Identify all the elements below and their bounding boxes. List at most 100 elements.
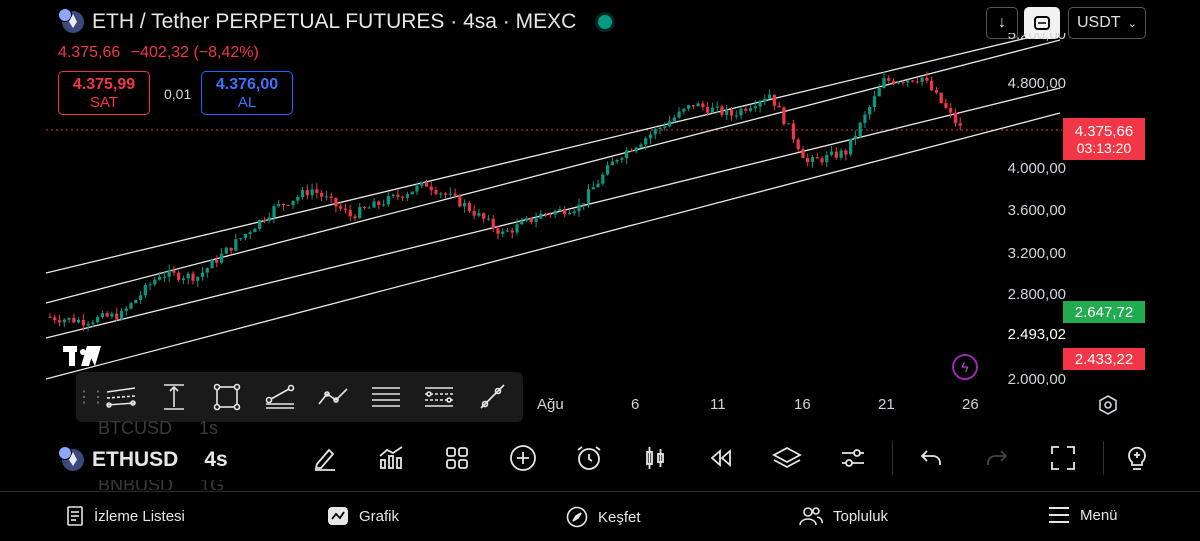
fullscreen-button[interactable] bbox=[1043, 438, 1083, 478]
candle-body bbox=[162, 276, 166, 278]
candle-body bbox=[339, 206, 343, 209]
chevron-down-icon: ⌄ bbox=[1127, 17, 1137, 30]
symbol-picker-prev[interactable]: BTCUSD 1s bbox=[98, 418, 218, 439]
lightning-button[interactable]: ϟ bbox=[952, 354, 978, 380]
price-chart[interactable] bbox=[0, 0, 1200, 425]
candle-body bbox=[505, 230, 510, 232]
candle-body bbox=[410, 191, 414, 195]
bottom-toolbar: BTCUSD 1s ETHUSD 4s BNBUSD 1G bbox=[0, 418, 1200, 490]
undo-icon bbox=[920, 450, 941, 465]
symbol-header[interactable]: ETH / Tether PERPETUAL FUTURES · 4sa · M… bbox=[58, 8, 613, 34]
parallel-channel-tool[interactable] bbox=[94, 372, 147, 422]
candle-body bbox=[491, 218, 495, 229]
chart-settings-button[interactable] bbox=[1097, 394, 1119, 416]
symbol-selector[interactable]: ETHUSD 4s bbox=[58, 446, 228, 472]
candle-body bbox=[777, 105, 781, 108]
prev-interval: 1s bbox=[199, 418, 219, 438]
objects-button[interactable] bbox=[767, 438, 807, 478]
chart-icon bbox=[328, 507, 348, 525]
candle-body bbox=[801, 149, 805, 158]
nav-explore[interactable]: Keşfet bbox=[566, 506, 641, 528]
candle-body bbox=[138, 295, 143, 300]
nav-chart[interactable]: Grafik bbox=[327, 506, 399, 526]
replay-button[interactable] bbox=[701, 438, 741, 478]
candle-body bbox=[396, 194, 400, 197]
fit-screen-button[interactable] bbox=[1024, 7, 1060, 39]
x-tick: 26 bbox=[962, 396, 979, 413]
candle-body bbox=[677, 111, 681, 118]
candle-body bbox=[191, 273, 195, 281]
candle-body bbox=[105, 313, 109, 317]
tradingview-logo bbox=[63, 344, 105, 375]
candle-body bbox=[682, 108, 686, 112]
list-icon bbox=[67, 506, 83, 526]
layouts-button[interactable] bbox=[437, 438, 477, 478]
channel-line-1 bbox=[45, 29, 1061, 274]
rewind-icon bbox=[710, 449, 731, 467]
candle-body bbox=[725, 109, 729, 115]
candle-body bbox=[825, 154, 829, 163]
download-button[interactable]: ↓ bbox=[986, 7, 1018, 39]
price-change: −402,32 (−8,42%) bbox=[130, 44, 259, 61]
y-tick: 2.000,00 bbox=[1007, 371, 1066, 385]
candle-body bbox=[720, 106, 724, 115]
parallel-channel-icon bbox=[105, 387, 136, 408]
interval-value[interactable]: 4s bbox=[204, 448, 228, 471]
drag-handle-icon[interactable]: ⋮⋮ bbox=[76, 389, 106, 406]
candle-body bbox=[849, 138, 853, 155]
candle-body bbox=[567, 213, 572, 215]
vertical-line-tool[interactable] bbox=[147, 372, 200, 422]
candle-body bbox=[815, 157, 819, 159]
nav-explore-label: Keşfet bbox=[598, 508, 641, 526]
fib-retracement-tool[interactable] bbox=[253, 372, 306, 422]
sliders-icon bbox=[842, 449, 864, 467]
symbol-picker-next[interactable]: BNBUSD 1G bbox=[98, 480, 224, 490]
candle-body bbox=[381, 204, 386, 206]
bar-chart-icon bbox=[379, 446, 403, 469]
candle-body bbox=[620, 158, 624, 160]
candle-body bbox=[377, 201, 381, 205]
candle-body bbox=[200, 272, 205, 277]
chart-type-button[interactable] bbox=[635, 438, 675, 478]
candle-body bbox=[615, 159, 619, 162]
candle-body bbox=[415, 185, 419, 192]
candle-body bbox=[281, 203, 286, 205]
candle-body bbox=[882, 78, 886, 88]
undo-button[interactable] bbox=[911, 438, 951, 478]
nav-community[interactable]: Topluluk bbox=[799, 506, 888, 526]
path-tool[interactable] bbox=[306, 372, 359, 422]
candle-body bbox=[524, 218, 529, 221]
candle-body bbox=[343, 208, 348, 211]
candle-body bbox=[667, 121, 672, 127]
nav-menu[interactable]: Menü bbox=[1048, 506, 1118, 524]
ray-tool[interactable] bbox=[465, 372, 518, 422]
symbol-name: ETHUSD bbox=[92, 448, 179, 471]
next-interval: 1G bbox=[200, 480, 225, 490]
rectangle-tool[interactable] bbox=[200, 372, 253, 422]
candle-body bbox=[653, 129, 657, 135]
candle-body bbox=[644, 138, 648, 145]
nav-watchlist[interactable]: İzleme Listesi bbox=[66, 506, 185, 526]
fullscreen-icon bbox=[1051, 446, 1075, 470]
add-button[interactable] bbox=[503, 438, 543, 478]
settings-button[interactable] bbox=[833, 438, 873, 478]
candle-body bbox=[829, 151, 834, 155]
buy-button[interactable]: 4.376,00 AL bbox=[201, 71, 293, 115]
draw-button[interactable] bbox=[305, 438, 345, 478]
alert-button[interactable] bbox=[569, 438, 609, 478]
candle-body bbox=[544, 213, 548, 215]
candle-body bbox=[367, 207, 371, 209]
candle-body bbox=[586, 189, 591, 204]
indicators-button[interactable] bbox=[371, 438, 411, 478]
candle-body bbox=[934, 90, 939, 93]
candle-body bbox=[958, 123, 962, 126]
horizontal-lines-tool[interactable] bbox=[359, 372, 412, 422]
ideas-button[interactable] bbox=[1122, 438, 1152, 478]
fib-channel-tool[interactable] bbox=[412, 372, 465, 422]
currency-select[interactable]: USDT ⌄ bbox=[1068, 7, 1146, 39]
candle-body bbox=[119, 310, 124, 320]
sell-button[interactable]: 4.375,99 SAT bbox=[58, 71, 150, 115]
candle-body bbox=[572, 211, 576, 214]
candle-body bbox=[424, 182, 429, 187]
redo-button[interactable] bbox=[977, 438, 1017, 478]
